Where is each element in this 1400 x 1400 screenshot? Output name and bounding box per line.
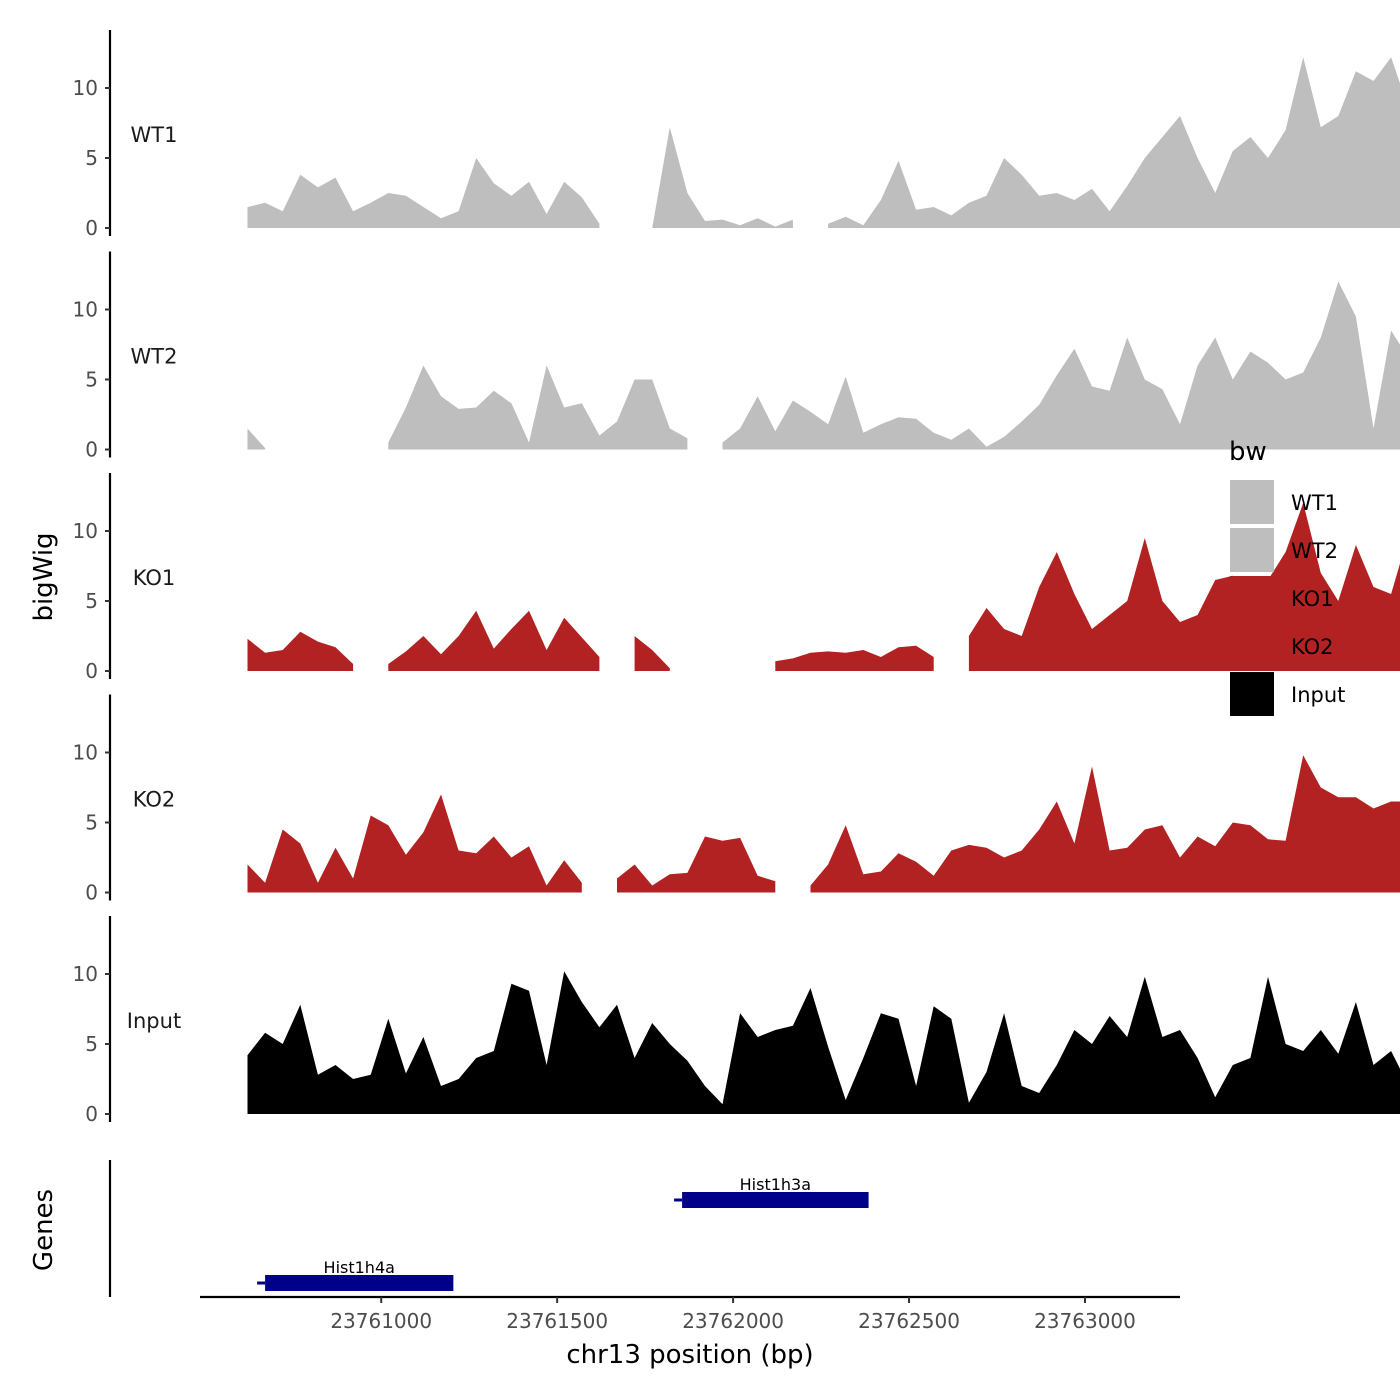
y-tick-label: 0	[85, 438, 98, 462]
track-label-ko1: KO1	[133, 566, 176, 590]
track-label-ko2: KO2	[133, 788, 176, 812]
tracks-layer: 0 5 10 WT1 0 5 10 WT2 0 5 10 KO1 0 5 10 KO2 0 5 10 Input	[73, 30, 1400, 1126]
y-tick-label: 5	[85, 1032, 98, 1056]
y-tick-label: 5	[85, 589, 98, 613]
legend-item-wt2: WT2	[1230, 528, 1338, 572]
legend-label: WT2	[1291, 539, 1338, 563]
track-ko1: 0 5 10 KO1	[73, 473, 1400, 683]
gene-bar	[682, 1192, 869, 1208]
area-ko1-1	[388, 610, 600, 671]
legend-label: KO1	[1291, 587, 1334, 611]
area-wt1-0	[247, 158, 600, 228]
x-tick-label: 23763000	[1034, 1309, 1136, 1333]
legend-item-ko1: KO1	[1230, 576, 1334, 620]
legend-item-input: Input	[1230, 672, 1345, 716]
legend-label: Input	[1291, 683, 1345, 707]
x-axis-title: chr13 position (bp)	[566, 1340, 813, 1370]
legend-item-ko2: KO2	[1230, 624, 1334, 668]
genes-panel: Hist1h4a Hist1h3a	[108, 1160, 869, 1297]
y-tick-label: 0	[85, 1102, 98, 1126]
y-axis-title: bigWig	[29, 532, 59, 621]
area-wt2-1	[388, 365, 688, 450]
legend-label: WT1	[1291, 491, 1338, 515]
legend-label: KO2	[1291, 635, 1334, 659]
legend-swatch	[1230, 480, 1274, 524]
gene-label: Hist1h3a	[740, 1175, 811, 1194]
track-input: 0 5 10 Input	[73, 916, 1400, 1126]
y-tick-label: 5	[85, 811, 98, 835]
y-tick-label: 0	[85, 216, 98, 240]
area-wt2-0	[247, 428, 266, 450]
area-ko2-1	[617, 836, 776, 893]
area-wt1-1	[652, 127, 793, 228]
track-label-input: Input	[127, 1009, 181, 1033]
x-tick-label: 23762000	[682, 1309, 784, 1333]
gene-bar	[265, 1275, 454, 1291]
y-tick-label: 10	[73, 298, 98, 322]
area-wt1-2	[828, 57, 1400, 228]
legend-item-wt1: WT1	[1230, 480, 1338, 524]
area-ko2-2	[810, 755, 1400, 893]
y-tick-label: 0	[85, 881, 98, 905]
track-ko2: 0 5 10 KO2	[73, 694, 1400, 905]
legend-swatch	[1230, 576, 1274, 620]
x-tick-label: 23761500	[506, 1309, 608, 1333]
gene-label: Hist1h4a	[324, 1258, 395, 1277]
y-tick-label: 10	[73, 741, 98, 765]
track-label-wt1: WT1	[131, 123, 178, 147]
area-input-0	[247, 971, 1400, 1114]
y-tick-label: 10	[73, 962, 98, 986]
gene-hist1h4a: Hist1h4a	[257, 1258, 454, 1291]
y-tick-label: 5	[85, 368, 98, 392]
area-ko2-0	[247, 794, 582, 893]
y-tick-label: 10	[73, 519, 98, 543]
area-ko1-0	[247, 631, 354, 671]
legend: bw WT1 WT2 KO1 KO2 Input	[1229, 437, 1345, 716]
gene-hist1h3a: Hist1h3a	[674, 1175, 869, 1208]
x-tick-label: 23762500	[858, 1309, 960, 1333]
track-wt2: 0 5 10 WT2	[73, 251, 1400, 462]
genes-axis-title: Genes	[29, 1189, 59, 1271]
legend-swatch	[1230, 672, 1274, 716]
track-wt1: 0 5 10 WT1	[73, 30, 1400, 240]
area-ko1-5	[968, 503, 1400, 671]
y-tick-label: 5	[85, 146, 98, 170]
legend-swatch	[1230, 624, 1274, 668]
y-tick-label: 10	[73, 76, 98, 100]
area-ko1-2	[634, 636, 670, 671]
x-axis: 23761000 23761500 23762000 23762500 23763000	[200, 1295, 1180, 1333]
track-label-wt2: WT2	[131, 345, 178, 369]
legend-swatch	[1230, 528, 1274, 572]
x-tick-label: 23761000	[330, 1309, 432, 1333]
area-ko1-4	[775, 645, 934, 671]
area-wt2-2	[722, 281, 1400, 450]
legend-title: bw	[1229, 437, 1267, 467]
y-tick-label: 0	[85, 659, 98, 683]
